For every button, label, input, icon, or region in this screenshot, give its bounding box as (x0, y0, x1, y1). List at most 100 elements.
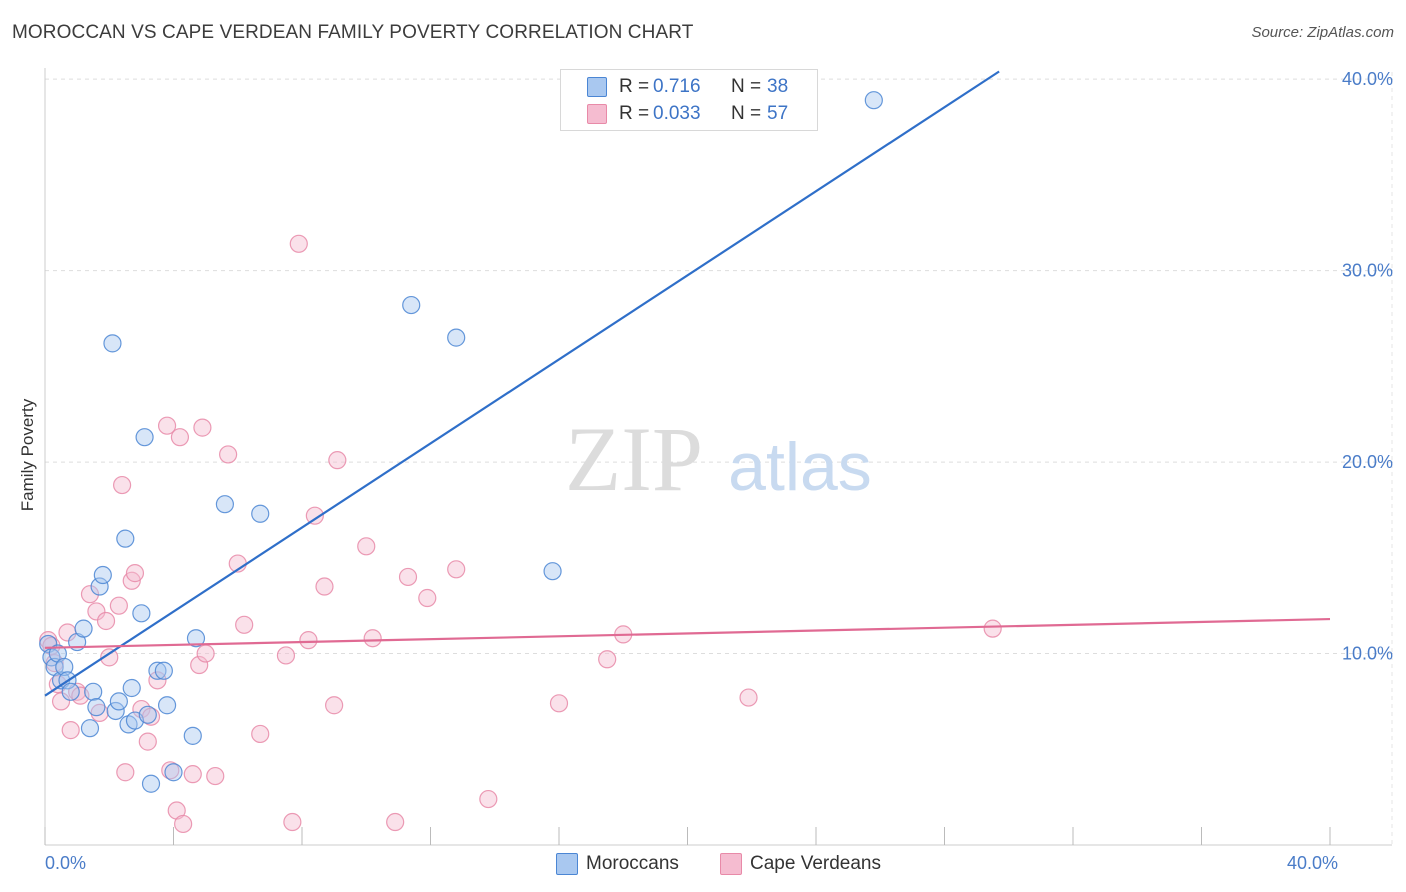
data-point-moroccans (55, 657, 74, 677)
data-point-cape-verdeans (398, 567, 418, 587)
data-point-moroccans (87, 698, 106, 717)
chart-title: MOROCCAN VS CAPE VERDEAN FAMILY POVERTY … (12, 22, 694, 43)
legend-swatch-cape-verdeans (587, 104, 607, 124)
data-point-cape-verdeans (418, 588, 437, 608)
legend-n-label: N = (731, 76, 762, 97)
legend-swatch-cape-verdeans (720, 853, 742, 875)
data-point-cape-verdeans (138, 732, 157, 751)
data-point-cape-verdeans (87, 602, 106, 621)
x-tick-label: 0.0% (45, 853, 86, 873)
data-point-moroccans (135, 428, 154, 447)
trend-line-moroccans (44, 70, 1000, 697)
data-point-cape-verdeans (96, 611, 116, 631)
data-point-cape-verdeans (61, 721, 80, 740)
data-point-cape-verdeans (90, 703, 109, 722)
trend-lines (44, 70, 1331, 697)
data-point-cape-verdeans (45, 654, 64, 673)
data-point-cape-verdeans (206, 766, 225, 786)
y-tick-label: 10.0% (1342, 644, 1393, 664)
x-tick-label: 40.0% (1287, 853, 1338, 873)
data-point-moroccans (90, 577, 109, 596)
legend-r-value: 0.033 (653, 103, 701, 124)
data-point-moroccans (141, 774, 161, 793)
data-point-cape-verdeans (112, 475, 132, 495)
cape-verdeans-points (39, 234, 1002, 834)
data-point-cape-verdeans (51, 692, 71, 711)
data-point-cape-verdeans (161, 761, 180, 780)
data-point-cape-verdeans (100, 648, 119, 667)
legend-swatch-moroccans (556, 853, 578, 875)
data-point-cape-verdeans (276, 646, 296, 665)
legend-swatch-moroccans (587, 77, 607, 97)
watermark-zip: ZIP (565, 408, 703, 510)
axes (44, 68, 1393, 846)
stats-legend: R = 0.716 N = 38 R = 0.033 N = 57 (560, 69, 818, 131)
data-point-moroccans (103, 334, 122, 353)
data-point-cape-verdeans (157, 416, 177, 435)
data-point-cape-verdeans (196, 644, 215, 663)
legend-r-value: 0.716 (653, 76, 701, 97)
data-point-moroccans (186, 629, 206, 648)
data-point-moroccans (106, 701, 125, 721)
data-point-moroccans (864, 91, 883, 110)
data-point-moroccans (251, 504, 270, 523)
legend-n-value: 57 (767, 103, 789, 124)
data-point-moroccans (74, 619, 93, 638)
data-point-moroccans (61, 682, 80, 701)
data-point-cape-verdeans (116, 763, 135, 782)
data-point-cape-verdeans (109, 596, 128, 615)
data-point-cape-verdeans (80, 585, 100, 604)
data-point-moroccans (138, 705, 157, 724)
data-point-cape-verdeans (325, 696, 344, 715)
watermark: ZIP atlas (565, 408, 872, 510)
data-point-cape-verdeans (299, 631, 318, 650)
data-point-cape-verdeans (190, 655, 209, 675)
data-point-cape-verdeans (598, 650, 617, 669)
data-point-cape-verdeans (193, 418, 212, 437)
data-point-cape-verdeans (983, 619, 1002, 638)
data-point-cape-verdeans (235, 615, 254, 634)
data-point-cape-verdeans (251, 724, 270, 744)
data-point-cape-verdeans (447, 560, 466, 579)
data-point-cape-verdeans (305, 506, 324, 525)
data-point-moroccans (80, 719, 100, 738)
data-point-cape-verdeans (183, 765, 202, 784)
data-point-cape-verdeans (315, 577, 334, 596)
watermark-atlas: atlas (728, 429, 872, 505)
data-point-moroccans (402, 295, 421, 315)
data-point-cape-verdeans (357, 537, 376, 556)
data-point-cape-verdeans (739, 688, 758, 707)
legend-label-cape-verdeans: Cape Verdeans (750, 853, 881, 874)
data-point-cape-verdeans (219, 445, 238, 464)
data-point-moroccans (109, 692, 128, 711)
y-tick-label: 40.0% (1342, 69, 1393, 89)
legend-n-value: 38 (767, 76, 789, 97)
tick-labels: 10.0% 20.0% 30.0% 40.0% 0.0% 40.0% (45, 69, 1393, 873)
data-point-moroccans (164, 763, 183, 782)
data-point-cape-verdeans (386, 812, 405, 832)
data-point-cape-verdeans (283, 812, 302, 832)
legend-n-label: N = (731, 103, 762, 124)
data-point-moroccans (122, 678, 141, 698)
data-point-cape-verdeans (479, 789, 498, 809)
data-point-moroccans (84, 682, 103, 701)
legend-label-moroccans: Moroccans (586, 853, 679, 874)
trend-line-cape-verdeans (44, 617, 1331, 649)
data-point-moroccans (116, 529, 135, 548)
grid-lines (45, 78, 1395, 655)
data-point-moroccans (447, 328, 466, 347)
legend-r-label: R = (619, 103, 650, 124)
data-point-cape-verdeans (363, 629, 382, 648)
data-point-moroccans (93, 565, 112, 585)
data-point-cape-verdeans (174, 814, 193, 834)
data-point-cape-verdeans (125, 564, 145, 583)
data-point-cape-verdeans (170, 428, 190, 447)
data-point-moroccans (215, 495, 234, 514)
data-point-cape-verdeans (549, 694, 569, 713)
data-point-moroccans (183, 726, 202, 745)
data-point-moroccans (148, 661, 167, 680)
source-label: Source: ZipAtlas.com (1251, 24, 1394, 41)
data-point-moroccans (543, 562, 562, 581)
y-tick-label: 20.0% (1342, 452, 1393, 472)
